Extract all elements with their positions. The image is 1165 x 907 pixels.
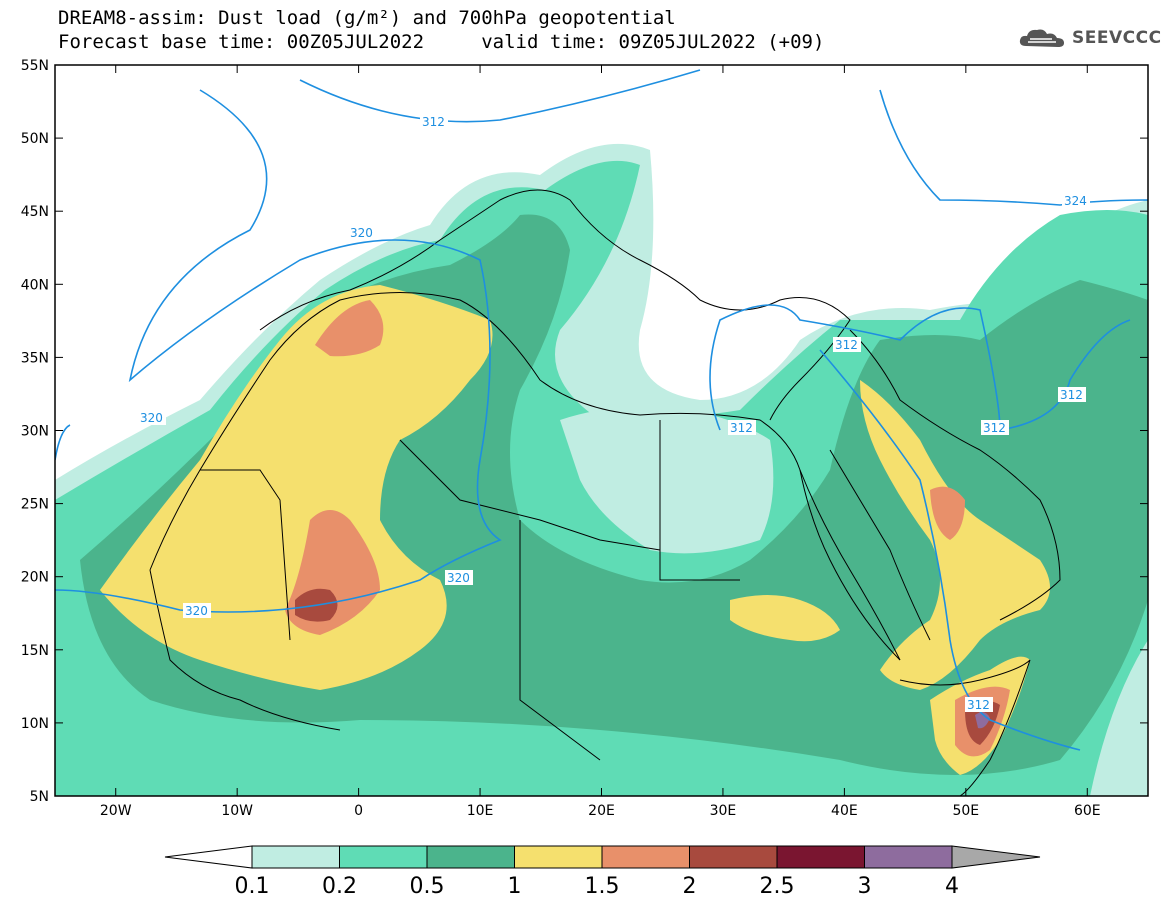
seevccc-logo: SEEVCCC bbox=[1018, 26, 1162, 50]
longitude-axis: 20W 10W 0 10E 20E 30E 40E 50E 60E bbox=[100, 65, 1101, 819]
dust-band-3-horn bbox=[975, 712, 990, 729]
lat-tick-label: 25N bbox=[21, 497, 49, 513]
lon-tick-label: 30E bbox=[710, 803, 737, 819]
contour-312-arabia bbox=[819, 349, 1081, 751]
contour-312-north bbox=[299, 69, 701, 123]
lat-tick-label: 10N bbox=[21, 716, 49, 732]
contour-320-loop bbox=[55, 424, 71, 461]
contour-label: 312 bbox=[967, 698, 990, 712]
geopotential-contours bbox=[55, 69, 1148, 751]
lat-tick-label: 20N bbox=[21, 570, 49, 586]
coastline-africa-west bbox=[149, 569, 341, 731]
coastline-arabia bbox=[849, 329, 1061, 621]
lat-tick-label: 40N bbox=[21, 277, 49, 293]
border-line-2 bbox=[399, 439, 661, 551]
dust-band-1.5-atlas bbox=[315, 300, 384, 357]
dust-band-1-sudan bbox=[730, 595, 840, 642]
contour-label: 324 bbox=[1064, 194, 1087, 208]
contour-label: 320 bbox=[185, 604, 208, 618]
logo-text: SEEVCCC bbox=[1072, 28, 1162, 48]
contour-label: 312 bbox=[422, 115, 445, 129]
lat-tick-label: 50N bbox=[21, 131, 49, 147]
coastline-europe bbox=[259, 189, 851, 421]
contour-label: 312 bbox=[730, 421, 753, 435]
lon-tick-label: 50E bbox=[952, 803, 979, 819]
lat-tick-label: 35N bbox=[21, 350, 49, 366]
contour-324-ne bbox=[879, 89, 1148, 206]
lat-tick-label: 5N bbox=[30, 789, 49, 805]
map-title-line1: DREAM8-assim: Dust load (g/m²) and 700hP… bbox=[58, 7, 676, 29]
contour-label: 320 bbox=[140, 411, 163, 425]
contour-label: 312 bbox=[983, 421, 1006, 435]
coastline-horn bbox=[899, 659, 1031, 796]
coastlines bbox=[149, 189, 1061, 796]
lat-tick-label: 45N bbox=[21, 204, 49, 220]
coastline-africa-north bbox=[149, 292, 901, 661]
cloud-icon bbox=[1019, 29, 1064, 47]
lon-tick-label: 60E bbox=[1074, 803, 1101, 819]
contour-label: 312 bbox=[835, 338, 858, 352]
latitude-axis: 55N 50N 45N 40N 35N 30N 25N 20N 15N 10N 5N bbox=[21, 58, 1148, 805]
lon-tick-label: 20E bbox=[588, 803, 615, 819]
lon-tick-label: 10E bbox=[467, 803, 494, 819]
lon-tick-label: 10W bbox=[221, 803, 253, 819]
lon-tick-label: 0 bbox=[354, 803, 363, 819]
map-title-line2: Forecast base time: 00Z05JUL2022 valid t… bbox=[58, 31, 825, 53]
lon-tick-label: 40E bbox=[831, 803, 858, 819]
lat-tick-label: 15N bbox=[21, 643, 49, 659]
border-line-3 bbox=[659, 420, 740, 581]
border-line-1 bbox=[200, 469, 291, 641]
coastline-red-sea bbox=[799, 449, 931, 661]
lon-tick-label: 20W bbox=[100, 803, 132, 819]
lat-tick-label: 30N bbox=[21, 424, 49, 440]
lat-tick-label: 55N bbox=[21, 58, 49, 74]
border-line-4 bbox=[519, 520, 601, 761]
contour-label: 320 bbox=[447, 571, 470, 585]
contour-label: 312 bbox=[1060, 388, 1083, 402]
dust-band-1.5-arabia bbox=[930, 486, 965, 540]
contour-label: 320 bbox=[350, 226, 373, 240]
contour-labels: 312 320 320 320 320 312 312 312 312 312 … bbox=[138, 114, 1090, 712]
contour-320-west bbox=[55, 89, 502, 613]
dust-gap-libya bbox=[560, 406, 774, 554]
